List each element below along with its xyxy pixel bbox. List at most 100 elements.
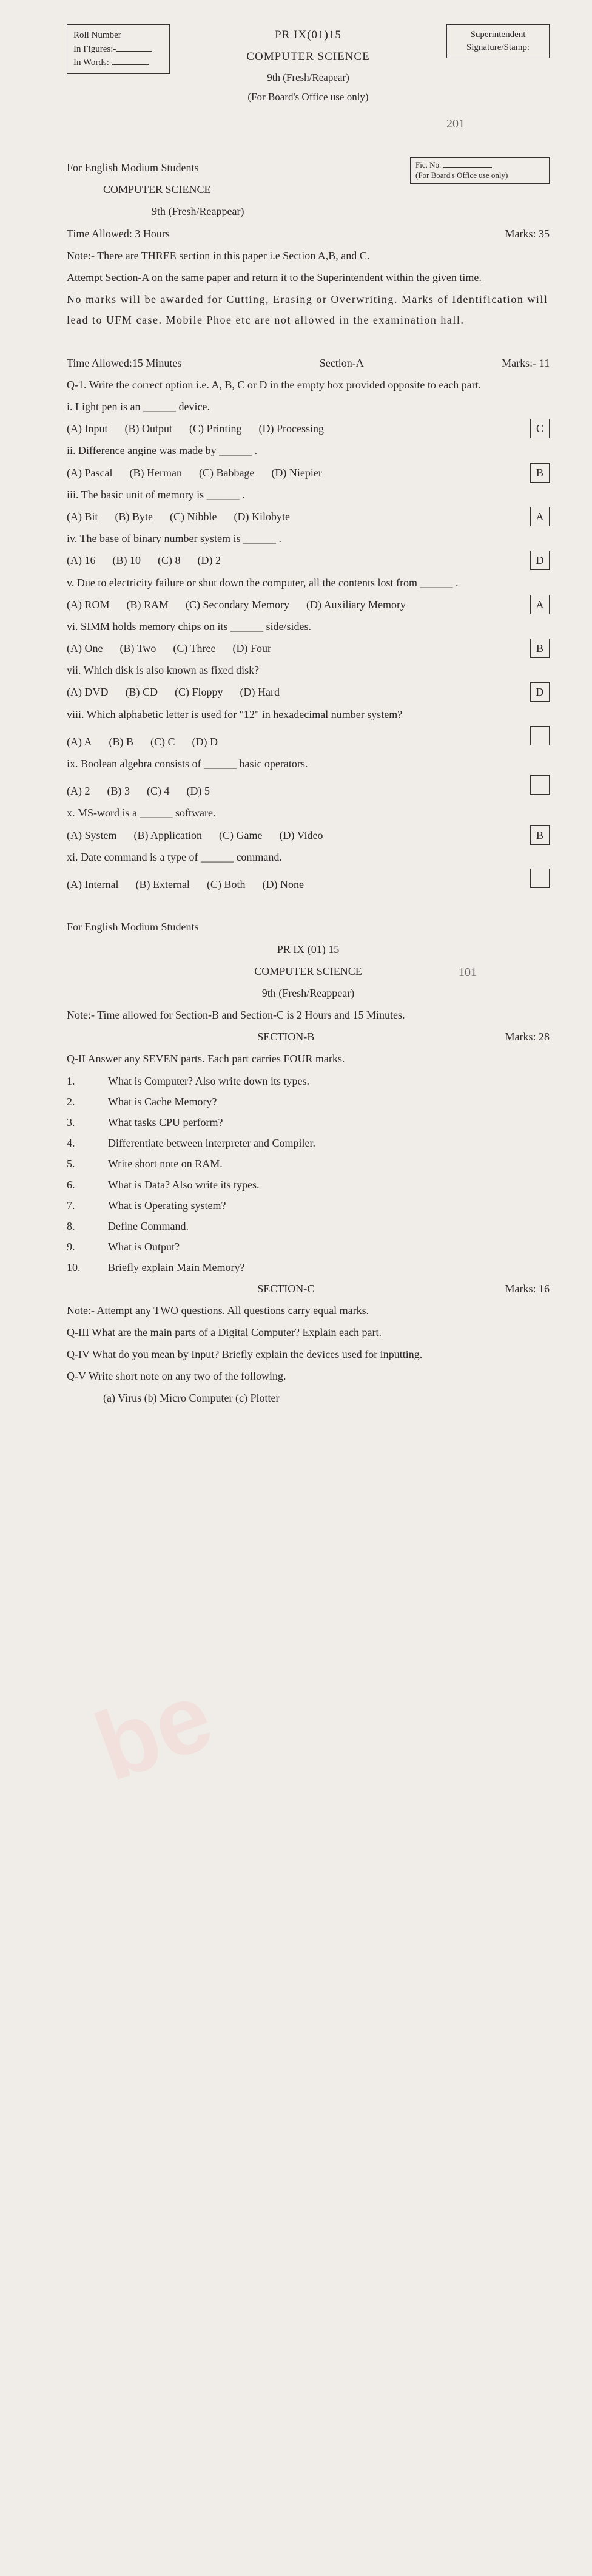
item-number: 9. (67, 1236, 91, 1257)
answer-box[interactable]: B (530, 825, 550, 845)
total-marks: Marks: 35 (505, 223, 550, 244)
answer-box[interactable]: B (530, 463, 550, 483)
note-sections: Note:- There are THREE section in this p… (67, 245, 550, 266)
mcq-option: (D) Auxiliary Memory (306, 594, 406, 615)
mcq-option: (C) Babbage (199, 463, 254, 483)
mcq-question: ix. Boolean algebra consists of ______ b… (67, 753, 550, 774)
mcq-option: (B) Two (119, 638, 156, 659)
mcq-option: (C) Secondary Memory (186, 594, 289, 615)
roll-label: Roll Number (73, 29, 163, 42)
time-allowed: Time Allowed: 3 Hours (67, 223, 170, 244)
item-text: Differentiate between interpreter and Co… (108, 1133, 315, 1153)
mcq-options-row: (A) Input(B) Output(C) Printing(D) Proce… (67, 418, 550, 439)
mcq-question: v. Due to electricity failure or shut do… (67, 572, 550, 593)
mcq-option: (C) Floppy (175, 682, 223, 702)
mcq-question: iii. The basic unit of memory is ______ … (67, 484, 550, 505)
mcq-option: (A) 16 (67, 550, 96, 571)
part2-grade: 9th (Fresh/Reappear) (67, 983, 550, 1003)
answer-box[interactable]: A (530, 507, 550, 526)
mcq-option: (C) Both (207, 874, 246, 895)
section-b-item: 7. What is Operating system? (67, 1195, 550, 1216)
title-block: PR IX(01)15 COMPUTER SCIENCE 9th (Fresh/… (170, 24, 446, 107)
q2-instruction: Q-II Answer any SEVEN parts. Each part c… (67, 1048, 550, 1069)
section-b-item: 8.Define Command. (67, 1216, 550, 1236)
sec-a-label: Section-A (320, 353, 364, 373)
answer-box[interactable]: A (530, 595, 550, 614)
attempt-instruction: Attempt Section-A on the same paper and … (67, 267, 550, 288)
mcq-option: (A) Input (67, 418, 107, 439)
mcq-option: (C) Three (173, 638, 215, 659)
mcq-option: (D) Hard (240, 682, 280, 702)
mcq-option: (B) RAM (127, 594, 169, 615)
grade-line: 9th (Fresh/Reapear) (170, 68, 446, 87)
superintendent-box: Superintendent Signature/Stamp: (446, 24, 550, 58)
mcq-options-row: (A) Bit(B) Byte(C) Nibble(D) KilobyteA (67, 506, 550, 527)
mcq-question: vii. Which disk is also known as fixed d… (67, 660, 550, 680)
q5: Q-V Write short note on any two of the f… (67, 1366, 550, 1386)
item-number: 5. (67, 1153, 91, 1174)
mcq-option: (C) 8 (158, 550, 181, 571)
answer-box[interactable]: C (530, 419, 550, 438)
answer-box[interactable] (530, 775, 550, 795)
mcq-options-row: (A) One(B) Two(C) Three(D) FourB (67, 638, 550, 659)
part2-subject-row: COMPUTER SCIENCE 101 (67, 961, 550, 981)
item-text: What is Operating system? (108, 1195, 226, 1216)
sec-c-marks: Marks: 16 (505, 1278, 550, 1299)
mcq-option: (C) Nibble (170, 506, 217, 527)
mcq-option: (A) ROM (67, 594, 110, 615)
mcq-option: (D) Niepier (271, 463, 321, 483)
mcq-option: (B) B (109, 731, 134, 752)
mcq-option: (B) 10 (113, 550, 141, 571)
part2-hand: 101 (459, 961, 477, 984)
paper-code: PR IX(01)15 (170, 24, 446, 46)
header-row: Roll Number In Figures:- In Words:- PR I… (67, 24, 550, 107)
mcq-question: i. Light pen is an ______ device. (67, 396, 550, 417)
mcq-option: (D) 5 (187, 781, 210, 801)
mcq-option: (B) 3 (107, 781, 130, 801)
mcq-question: viii. Which alphabetic letter is used fo… (67, 704, 550, 725)
mcq-option: (C) Game (219, 825, 262, 846)
mcq-options-row: (A) Internal(B) External(C) Both(D) None (67, 869, 550, 895)
answer-box[interactable]: B (530, 639, 550, 658)
sec-a-time: Time Allowed:15 Minutes (67, 353, 181, 373)
mcq-option: (D) Processing (259, 418, 324, 439)
mcq-question: ii. Difference angine was made by ______… (67, 440, 550, 461)
q4: Q-IV What do you mean by Input? Briefly … (67, 1344, 550, 1364)
part2-code: PR IX (01) 15 (67, 939, 550, 960)
time-marks-row: Time Allowed: 3 Hours Marks: 35 (67, 223, 550, 244)
section-b-item: 3.What tasks CPU perform? (67, 1112, 550, 1133)
mcq-option: (B) External (135, 874, 189, 895)
sec-c-label: SECTION-C (257, 1278, 314, 1299)
mcq-option: (B) Output (124, 418, 172, 439)
section-b-item: 9. What is Output? (67, 1236, 550, 1257)
item-number: 7. (67, 1195, 91, 1216)
answer-box[interactable]: D (530, 551, 550, 570)
roll-words: In Words:- (73, 56, 163, 70)
mcq-options-row: (A) ROM (B) RAM (C) Secondary Memory (D) Au… (67, 594, 550, 615)
answer-box[interactable]: D (530, 682, 550, 702)
item-text: What is Data? Also write its types. (108, 1174, 259, 1195)
mcq-option: (A) System (67, 825, 117, 846)
mcq-option: (B) Herman (129, 463, 181, 483)
fic-box: Fic. No. (For Board's Office use only) (410, 157, 550, 184)
section-b-item: 6.What is Data? Also write its types. (67, 1174, 550, 1195)
item-text: Briefly explain Main Memory? (108, 1257, 244, 1278)
item-number: 10. (67, 1257, 91, 1278)
rules-text: No marks will be awarded for Cutting, Er… (67, 289, 550, 330)
mcq-question: x. MS-word is a ______ software. (67, 802, 550, 823)
item-text: What is Cache Memory? (108, 1091, 217, 1112)
subject-title: COMPUTER SCIENCE (170, 46, 446, 68)
mcq-option: (B) CD (125, 682, 158, 702)
roll-number-box: Roll Number In Figures:- In Words:- (67, 24, 170, 74)
sec-a-marks: Marks:- 11 (502, 353, 550, 373)
mcq-options-row: (A) 2(B) 3(C) 4(D) 5 (67, 775, 550, 801)
item-text: Write short note on RAM. (108, 1153, 223, 1174)
answer-box[interactable] (530, 726, 550, 745)
section-b-list: 1.What is Computer? Also write down its … (67, 1071, 550, 1278)
mcq-list: i. Light pen is an ______ device.(A) Inp… (67, 396, 550, 895)
item-text: What is Output? (108, 1236, 180, 1257)
exam-header: Fic. No. (For Board's Office use only) F… (67, 157, 550, 222)
section-b-header: SECTION-B Marks: 28 (67, 1026, 550, 1047)
answer-box[interactable] (530, 869, 550, 888)
mcq-option: (D) D (192, 731, 218, 752)
